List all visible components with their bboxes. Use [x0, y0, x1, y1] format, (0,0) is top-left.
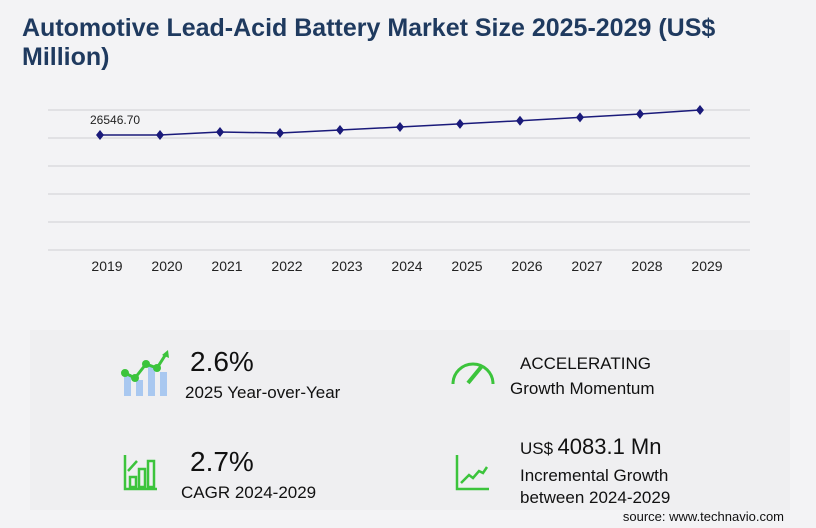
- x-tick-label: 2023: [331, 258, 362, 274]
- incremental-value: 4083.1 Mn: [557, 434, 662, 459]
- x-tick-label: 2027: [571, 258, 602, 274]
- data-point: [636, 109, 644, 120]
- x-tick-label: 2026: [511, 258, 542, 274]
- x-tick-label: 2024: [391, 258, 422, 274]
- data-point: [516, 115, 524, 126]
- cagr-value: 2.7%: [190, 446, 254, 477]
- data-label: 26546.70: [90, 113, 140, 127]
- data-point: [576, 112, 584, 123]
- yoy-label: 2025 Year-over-Year: [185, 383, 341, 402]
- cagr-label: CAGR 2024-2029: [181, 483, 317, 502]
- x-tick-label: 2021: [211, 258, 242, 274]
- stats-panel: [30, 330, 790, 510]
- incremental-label-2: between 2024-2029: [520, 488, 671, 507]
- momentum-value: ACCELERATING: [520, 354, 651, 373]
- x-tick-label: 2020: [151, 258, 182, 274]
- data-point: [276, 127, 284, 138]
- speedometer-icon: [451, 362, 495, 385]
- x-tick-label: 2029: [691, 258, 722, 274]
- line-chart: 2019 26546.70 2020 2021 2022 2023 2024 2025 2026…: [48, 105, 750, 274]
- incremental-label-1: Incremental Growth: [520, 466, 669, 485]
- yoy-value: 2.6%: [190, 346, 254, 377]
- x-tick-label: 2019: [91, 258, 122, 274]
- chart-title: Automotive Lead-Acid Battery Market Size…: [22, 14, 716, 71]
- data-point: [336, 124, 344, 135]
- bar-chart-icon: [123, 455, 157, 491]
- momentum-label: Growth Momentum: [510, 379, 655, 398]
- data-point: [456, 118, 464, 129]
- currency-prefix: US$: [520, 439, 554, 458]
- x-tick-label: 2028: [631, 258, 662, 274]
- trend-up-icon: [455, 455, 489, 491]
- source-credit: source: www.technavio.com: [622, 509, 784, 524]
- x-tick-label: 2025: [451, 258, 482, 274]
- data-point: [96, 130, 104, 140]
- data-point: [156, 129, 164, 140]
- data-point: [696, 105, 704, 115]
- incremental-growth: US$ 4083.1 Mn: [520, 434, 662, 460]
- data-point: [396, 121, 404, 132]
- x-tick-label: 2022: [271, 258, 302, 274]
- data-point: [216, 126, 224, 137]
- growth-chart-icon: [121, 350, 169, 396]
